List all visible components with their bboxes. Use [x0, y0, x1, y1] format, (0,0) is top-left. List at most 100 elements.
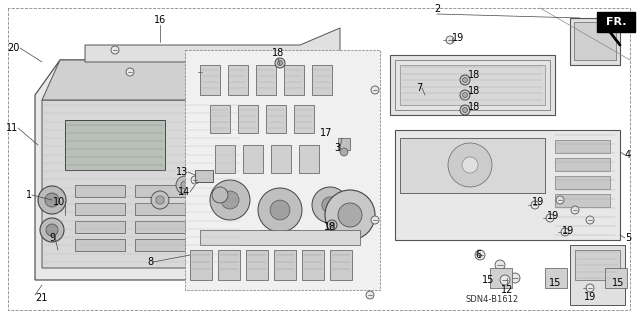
Bar: [299, 145, 319, 173]
Polygon shape: [597, 12, 635, 32]
Bar: [555, 194, 610, 207]
Polygon shape: [35, 60, 290, 280]
Text: 20: 20: [8, 43, 20, 53]
Circle shape: [211, 186, 229, 204]
Text: SDN4-B1612: SDN4-B1612: [465, 295, 518, 305]
Circle shape: [495, 260, 505, 270]
Bar: [570, 245, 625, 305]
Bar: [246, 250, 268, 280]
Bar: [400, 65, 545, 105]
Circle shape: [322, 197, 338, 213]
Bar: [274, 250, 296, 280]
Bar: [400, 138, 545, 193]
Circle shape: [556, 196, 564, 204]
Circle shape: [212, 187, 228, 203]
Bar: [190, 250, 212, 280]
Bar: [200, 230, 360, 245]
Circle shape: [270, 200, 290, 220]
Bar: [75, 221, 125, 233]
Circle shape: [275, 58, 285, 68]
Circle shape: [462, 157, 478, 173]
Text: 17: 17: [319, 128, 332, 138]
Circle shape: [330, 222, 335, 227]
Circle shape: [500, 275, 510, 285]
Circle shape: [448, 143, 492, 187]
Circle shape: [571, 206, 579, 214]
Circle shape: [586, 216, 594, 224]
Circle shape: [531, 201, 539, 209]
Polygon shape: [242, 95, 290, 268]
Circle shape: [366, 291, 374, 299]
Circle shape: [510, 273, 520, 283]
Polygon shape: [390, 55, 555, 115]
Circle shape: [460, 90, 470, 100]
Text: 19: 19: [562, 226, 574, 236]
Text: 19: 19: [547, 211, 559, 221]
Bar: [575, 250, 620, 280]
Circle shape: [463, 108, 467, 113]
Circle shape: [176, 176, 194, 194]
Bar: [284, 65, 304, 95]
Circle shape: [325, 190, 375, 240]
Circle shape: [338, 203, 362, 227]
Bar: [302, 250, 324, 280]
Circle shape: [371, 86, 379, 94]
Circle shape: [191, 176, 199, 184]
Text: 9: 9: [49, 233, 55, 243]
Bar: [195, 170, 213, 182]
Text: 1: 1: [26, 190, 32, 200]
Circle shape: [327, 220, 337, 230]
Polygon shape: [42, 60, 290, 100]
Text: 15: 15: [549, 278, 561, 288]
Circle shape: [38, 186, 66, 214]
Bar: [228, 65, 248, 95]
Polygon shape: [42, 100, 242, 268]
Text: 7: 7: [416, 83, 422, 93]
Bar: [555, 158, 610, 171]
Circle shape: [156, 196, 164, 204]
Bar: [75, 239, 125, 251]
Circle shape: [340, 148, 348, 156]
Circle shape: [463, 78, 467, 83]
Circle shape: [446, 36, 454, 44]
Bar: [330, 250, 352, 280]
Circle shape: [371, 216, 379, 224]
Polygon shape: [85, 28, 340, 62]
Circle shape: [561, 228, 569, 236]
Circle shape: [258, 188, 302, 232]
Bar: [256, 65, 276, 95]
Polygon shape: [395, 130, 620, 240]
Bar: [238, 105, 258, 133]
Circle shape: [196, 68, 204, 76]
Text: 3: 3: [334, 143, 340, 153]
Circle shape: [278, 61, 282, 65]
Bar: [312, 65, 332, 95]
Circle shape: [221, 191, 239, 209]
Text: 18: 18: [468, 102, 480, 112]
Bar: [294, 105, 314, 133]
Text: 15: 15: [482, 275, 494, 285]
Circle shape: [111, 46, 119, 54]
Text: 11: 11: [6, 123, 18, 133]
Text: 4: 4: [625, 150, 631, 160]
Bar: [65, 120, 165, 170]
Text: 19: 19: [584, 292, 596, 302]
Circle shape: [40, 218, 64, 242]
Bar: [135, 203, 185, 215]
Polygon shape: [185, 50, 380, 290]
Text: 18: 18: [468, 86, 480, 96]
Circle shape: [45, 193, 59, 207]
Bar: [271, 145, 291, 173]
Circle shape: [586, 284, 594, 292]
Text: 12: 12: [501, 285, 513, 295]
Bar: [266, 105, 286, 133]
Text: 15: 15: [612, 278, 624, 288]
Bar: [135, 221, 185, 233]
Bar: [135, 185, 185, 197]
Bar: [545, 268, 567, 288]
Bar: [200, 65, 220, 95]
Circle shape: [312, 187, 348, 223]
Text: 10: 10: [52, 197, 65, 207]
Circle shape: [460, 75, 470, 85]
Circle shape: [46, 224, 58, 236]
